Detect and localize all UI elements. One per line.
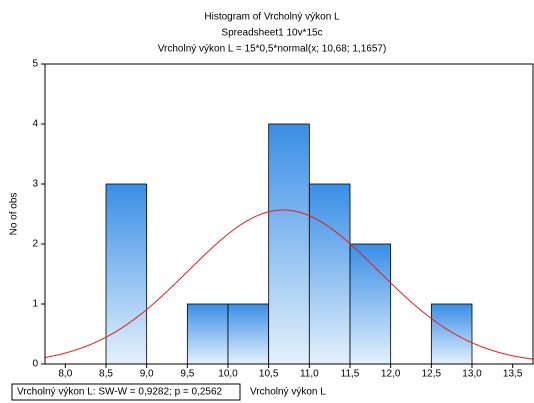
y-tick-label: 1 — [32, 299, 38, 310]
x-tick-label: 10,0 — [218, 369, 238, 380]
stats-label: Vrcholný výkon L: SW-W = 0,9282; p = 0,2… — [17, 387, 223, 398]
y-tick-label: 0 — [32, 359, 38, 370]
bar — [430, 303, 473, 365]
bar — [308, 183, 351, 365]
x-axis-label: Vrcholný výkon L — [250, 387, 326, 398]
y-axis-label: No of obs — [9, 193, 20, 236]
stats-box — [11, 383, 241, 401]
chart-title: Histogram of Vrcholný výkon L — [204, 12, 340, 23]
x-tick-label: 13,0 — [462, 369, 482, 380]
x-tick-label: 13,5 — [503, 369, 523, 380]
x-tick-label: 11,0 — [300, 369, 319, 380]
x-tick-label: 9,5 — [180, 369, 194, 380]
plot-frame — [44, 63, 534, 365]
bar — [349, 243, 392, 365]
x-tick-label: 10,5 — [259, 369, 279, 380]
x-tick-label: 8,5 — [99, 369, 113, 380]
x-tick-label: 12,5 — [422, 369, 442, 380]
chart-subtitle: Spreadsheet1 10v*15c — [221, 28, 322, 39]
bar — [227, 303, 270, 365]
x-tick-label: 9,0 — [140, 369, 154, 380]
y-tick-label: 2 — [32, 239, 38, 250]
x-tick-label: 11,5 — [341, 369, 360, 380]
bar — [105, 183, 148, 365]
fit-label: Vrcholný výkon L = 15*0,5*normal(x; 10,6… — [158, 44, 387, 55]
fit-curve — [44, 209, 534, 360]
y-tick-label: 3 — [32, 179, 38, 190]
x-tick-label: 12,0 — [381, 369, 401, 380]
x-tick-label: 8,0 — [58, 369, 72, 380]
bar — [268, 123, 310, 365]
y-tick-label: 4 — [32, 119, 38, 130]
bar — [186, 303, 229, 365]
y-tick-label: 5 — [32, 59, 38, 70]
